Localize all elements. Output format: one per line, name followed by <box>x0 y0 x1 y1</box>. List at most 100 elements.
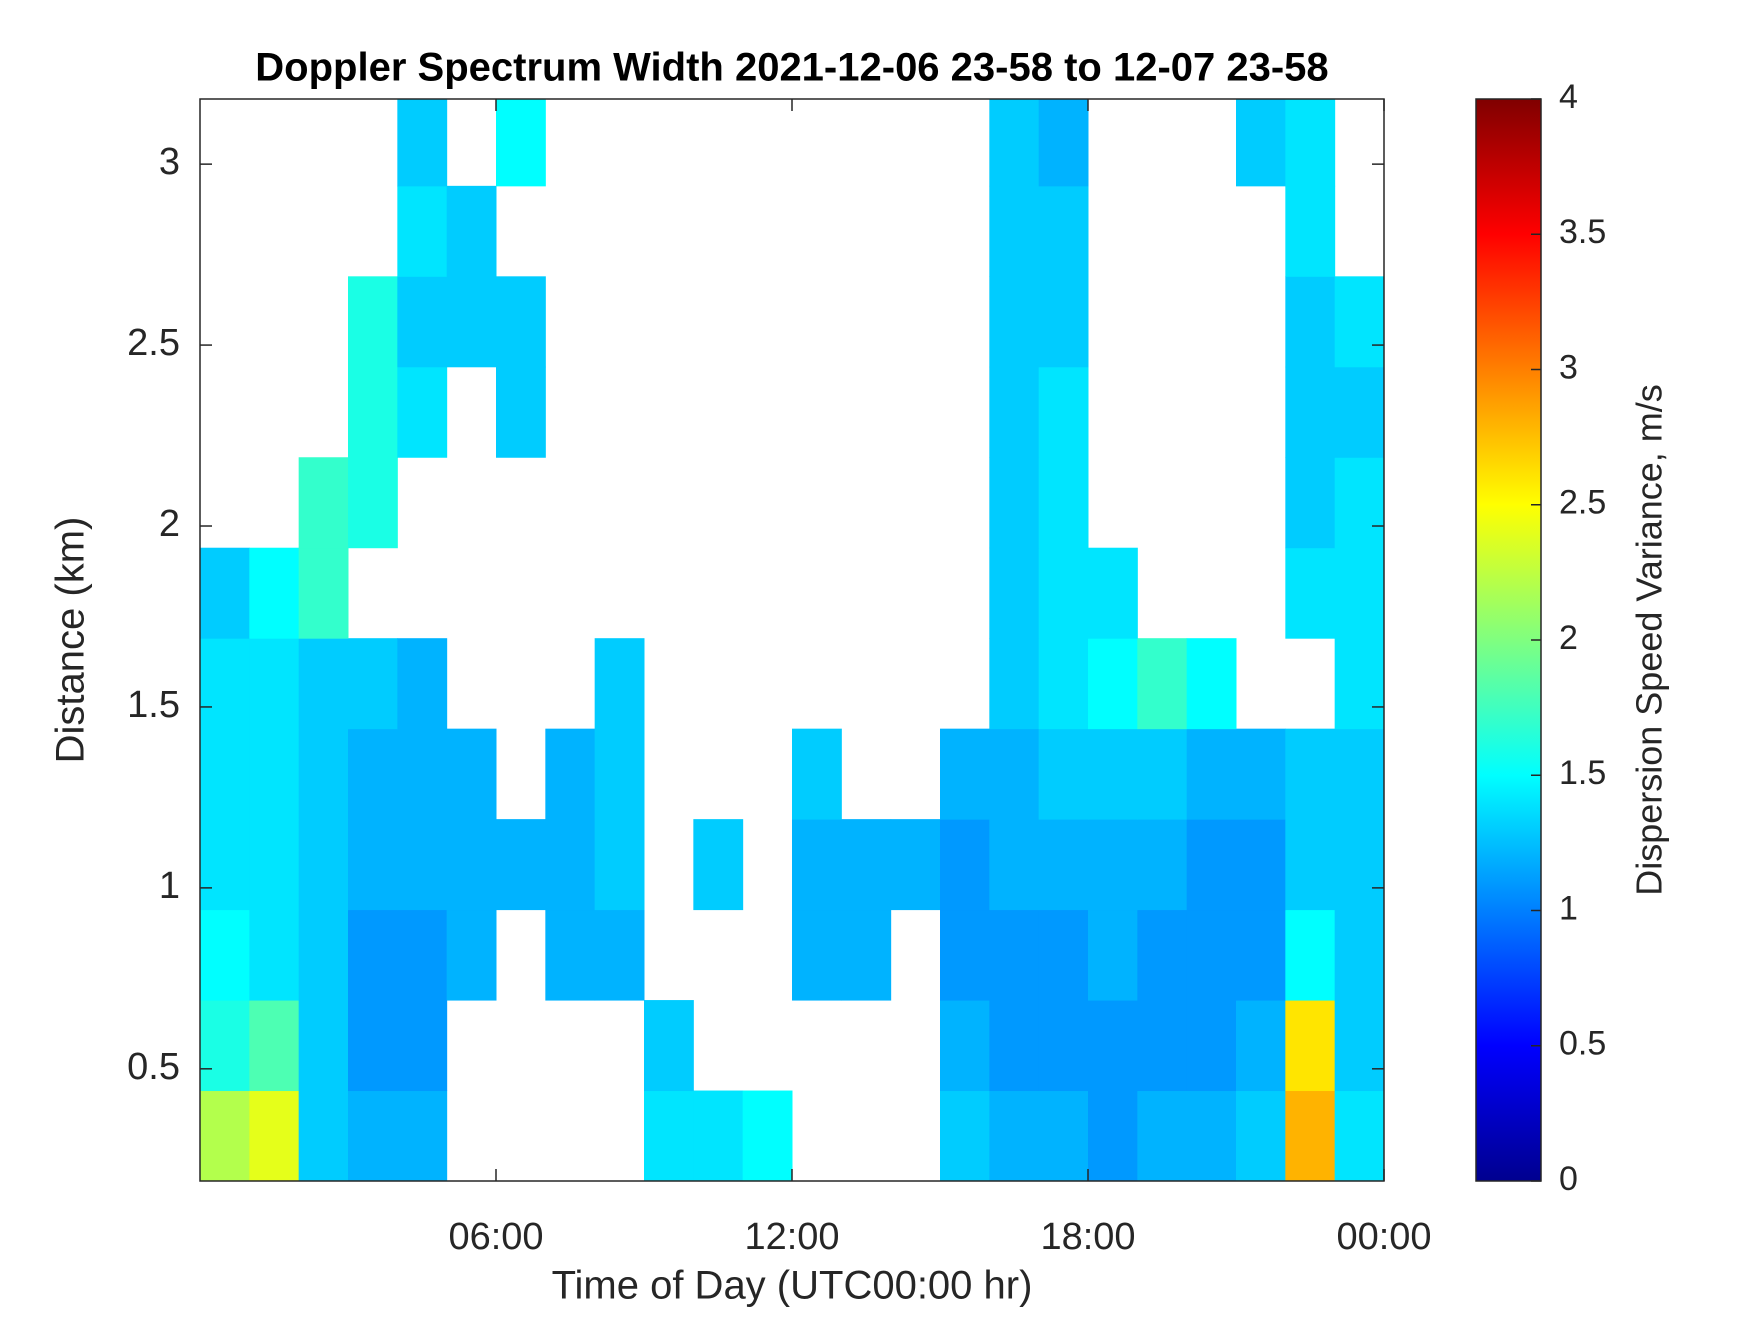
heatmap-cell <box>1334 366 1385 458</box>
heatmap-cell <box>693 1090 744 1182</box>
heatmap-cell <box>1088 819 1138 911</box>
y-tick-label: 3 <box>159 141 180 183</box>
heatmap-cell <box>594 909 645 1001</box>
y-tick-label: 1 <box>159 865 180 907</box>
heatmap-cell <box>1236 728 1286 820</box>
x-tick-label: 12:00 <box>744 1216 839 1258</box>
heatmap-cell <box>298 728 349 820</box>
heatmap-cell <box>348 366 398 458</box>
heatmap-cell <box>792 909 842 1001</box>
heatmap-cell <box>1137 1000 1188 1092</box>
heatmap-cell <box>1236 819 1286 911</box>
heatmap-cell <box>841 909 892 1001</box>
heatmap-cell <box>298 1090 349 1182</box>
heatmap-cell <box>348 1090 398 1182</box>
heatmap-cell <box>1236 1000 1286 1092</box>
heatmap-cell <box>446 276 497 368</box>
heatmap-cell <box>841 819 892 911</box>
heatmap-cell <box>200 638 250 730</box>
heatmap-cell <box>594 819 645 911</box>
heatmap-cell <box>989 728 1040 820</box>
colorbar-tick-label: 3.5 <box>1559 213 1606 251</box>
heatmap-cell <box>1137 638 1188 730</box>
heatmap-cell <box>989 457 1040 549</box>
heatmap-cell <box>1285 366 1336 458</box>
heatmap-cell <box>1038 819 1089 911</box>
heatmap-cell <box>989 1090 1040 1182</box>
heatmap-cell <box>249 819 300 911</box>
heatmap-cell <box>1038 366 1089 458</box>
heatmap-cell <box>890 819 941 911</box>
heatmap-cell <box>1137 728 1188 820</box>
heatmap-cell <box>644 1000 694 1092</box>
heatmap-cell <box>1285 99 1336 187</box>
heatmap-cell <box>1186 819 1237 911</box>
heatmap-cell <box>1186 909 1237 1001</box>
heatmap-cell <box>1038 276 1089 368</box>
heatmap-cell <box>496 366 546 458</box>
heatmap-cell <box>1186 1090 1237 1182</box>
colorbar-label: Dispersion Speed Variance, m/s <box>1629 384 1670 896</box>
heatmap-cell <box>348 457 398 549</box>
heatmap-cell <box>298 1000 349 1092</box>
heatmap-cell <box>1334 1090 1385 1182</box>
y-tick-label: 0.5 <box>127 1046 180 1088</box>
colorbar-tick-label: 3 <box>1559 348 1578 386</box>
heatmap-cell <box>496 819 546 911</box>
heatmap-cell <box>397 366 448 458</box>
heatmap-cell <box>1334 638 1385 730</box>
heatmap-cell <box>1285 276 1336 368</box>
heatmap-cell <box>989 276 1040 368</box>
heatmap-cell <box>940 909 990 1001</box>
heatmap-cell <box>298 547 349 639</box>
heatmap-cell <box>1038 1090 1089 1182</box>
heatmap-cell <box>1088 638 1138 730</box>
heatmap-cell <box>348 638 398 730</box>
colorbar-tick-label: 0.5 <box>1559 1025 1606 1063</box>
heatmap-cell <box>1285 1000 1336 1092</box>
heatmap-cell <box>348 819 398 911</box>
heatmap-cell <box>397 185 448 277</box>
heatmap-cell <box>1137 819 1188 911</box>
heatmap-cell <box>496 276 546 368</box>
heatmap-cell <box>940 728 990 820</box>
heatmap-cell <box>1236 1090 1286 1182</box>
heatmap-cell <box>1236 99 1286 187</box>
heatmap-cell <box>397 728 448 820</box>
x-tick-label: 18:00 <box>1040 1216 1135 1258</box>
heatmap-cell <box>1137 909 1188 1001</box>
heatmap-cell <box>545 819 596 911</box>
heatmap-cell <box>989 819 1040 911</box>
heatmap-cell <box>249 909 300 1001</box>
heatmap-cell <box>397 99 448 187</box>
heatmap-cell <box>298 909 349 1001</box>
heatmap-cell <box>1186 638 1237 730</box>
heatmap-cell <box>1285 728 1336 820</box>
heatmap-cell <box>249 1000 300 1092</box>
heatmap-cell <box>200 547 250 639</box>
heatmap-cell <box>348 909 398 1001</box>
x-axis-label: Time of Day (UTC00:00 hr) <box>552 1264 1033 1308</box>
heatmap-cell <box>1088 728 1138 820</box>
y-axis-label: Distance (km) <box>49 517 93 764</box>
heatmap-cell <box>397 276 448 368</box>
colorbar-tick-label: 4 <box>1559 78 1578 116</box>
heatmap-cell <box>1038 457 1089 549</box>
heatmap-cell <box>1186 1000 1237 1092</box>
x-tick-label: 06:00 <box>448 1216 543 1258</box>
heatmap-cell <box>989 547 1040 639</box>
heatmap-cell <box>1038 185 1089 277</box>
heatmap-cell <box>594 728 645 820</box>
heatmap-cell <box>1334 1000 1385 1092</box>
heatmap-cell <box>1038 99 1089 187</box>
heatmap-cell <box>1088 547 1138 639</box>
heatmap-cell <box>1088 1000 1138 1092</box>
y-tick-label: 1.5 <box>127 684 180 726</box>
colorbar-tick-label: 0 <box>1559 1160 1578 1198</box>
heatmap-cell <box>940 1090 990 1182</box>
heatmap-cell <box>989 99 1040 187</box>
heatmap-cell <box>1334 819 1385 911</box>
y-tick-label: 2.5 <box>127 322 180 364</box>
heatmap-cell <box>1285 457 1336 549</box>
